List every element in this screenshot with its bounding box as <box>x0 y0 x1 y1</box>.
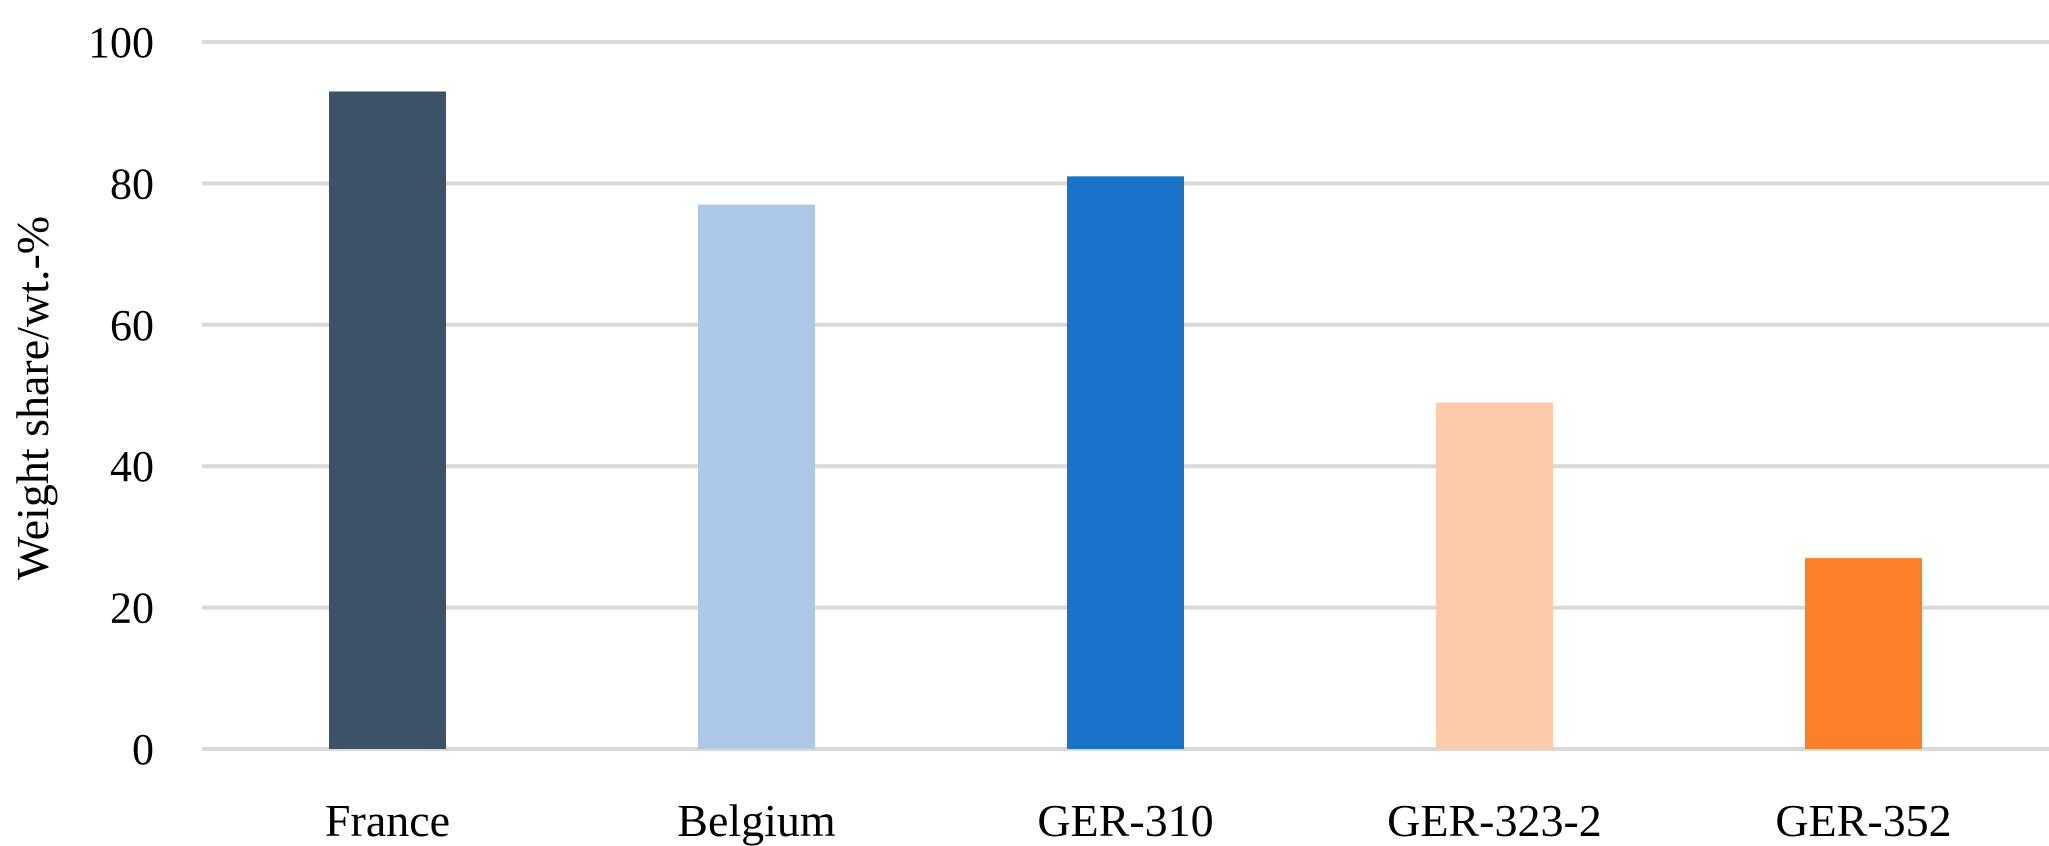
x-category-label: GER-310 <box>1037 795 1213 846</box>
bar-ger-310 <box>1067 176 1184 749</box>
y-tick-label: 40 <box>110 442 154 491</box>
bar-ger-323-2 <box>1436 402 1553 749</box>
y-tick-label: 0 <box>132 725 154 774</box>
x-category-label: GER-323-2 <box>1387 795 1602 846</box>
y-tick-label: 20 <box>110 584 154 633</box>
bar-ger-352 <box>1805 558 1922 749</box>
x-category-labels: France Belgium GER-310 GER-323-2 GER-352 <box>325 795 1952 846</box>
y-tick-label: 60 <box>110 301 154 350</box>
bar-belgium <box>698 204 815 750</box>
y-tick-labels: 0 20 40 60 80 100 <box>88 18 154 774</box>
y-axis-title: Weight share/wt.-% <box>7 216 58 580</box>
x-category-label: France <box>325 795 450 846</box>
bars <box>329 91 1922 750</box>
bar-france <box>329 91 446 750</box>
y-tick-label: 100 <box>88 18 154 67</box>
y-tick-label: 80 <box>110 159 154 208</box>
x-category-label: GER-352 <box>1775 795 1951 846</box>
x-category-label: Belgium <box>677 795 836 846</box>
